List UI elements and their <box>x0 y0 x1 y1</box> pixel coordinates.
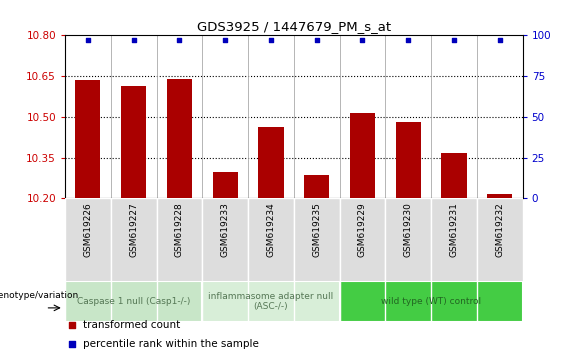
Bar <box>304 175 329 198</box>
Bar <box>75 80 101 198</box>
Point <box>312 38 321 43</box>
Bar <box>487 194 512 198</box>
Text: transformed count: transformed count <box>83 320 181 330</box>
Bar <box>340 281 523 322</box>
Bar <box>65 281 202 322</box>
Text: GSM619229: GSM619229 <box>358 202 367 257</box>
Text: GSM619232: GSM619232 <box>496 202 504 257</box>
Bar <box>111 198 157 283</box>
Text: GSM619230: GSM619230 <box>404 202 412 257</box>
Bar <box>202 281 340 322</box>
Text: wild type (WT) control: wild type (WT) control <box>381 297 481 306</box>
Bar <box>385 198 431 283</box>
Text: GSM619226: GSM619226 <box>84 202 92 257</box>
Bar <box>258 127 284 198</box>
Point <box>84 38 93 43</box>
Text: genotype/variation: genotype/variation <box>0 291 79 300</box>
Text: GSM619227: GSM619227 <box>129 202 138 257</box>
Bar <box>121 86 146 198</box>
Text: GSM619235: GSM619235 <box>312 202 321 257</box>
Point <box>351 66 360 72</box>
Point <box>267 38 276 43</box>
Text: percentile rank within the sample: percentile rank within the sample <box>83 339 259 349</box>
Bar <box>202 198 248 283</box>
Text: inflammasome adapter null
(ASC-/-): inflammasome adapter null (ASC-/-) <box>208 292 333 312</box>
Point <box>358 38 367 43</box>
Text: GSM619233: GSM619233 <box>221 202 229 257</box>
Bar <box>477 198 523 283</box>
Text: GSM619234: GSM619234 <box>267 202 275 257</box>
Text: GSM619228: GSM619228 <box>175 202 184 257</box>
Point <box>495 38 504 43</box>
Bar <box>350 113 375 198</box>
Text: GSM619231: GSM619231 <box>450 202 458 257</box>
Bar <box>441 153 467 198</box>
Bar <box>212 172 238 198</box>
Bar <box>248 198 294 283</box>
Point <box>403 38 412 43</box>
Bar <box>431 198 477 283</box>
Bar <box>396 122 421 198</box>
Point <box>351 243 360 249</box>
Bar <box>340 198 385 283</box>
Point <box>175 38 184 43</box>
Point <box>129 38 138 43</box>
Bar <box>65 198 111 283</box>
Text: Caspase 1 null (Casp1-/-): Caspase 1 null (Casp1-/-) <box>77 297 190 306</box>
Title: GDS3925 / 1447679_PM_s_at: GDS3925 / 1447679_PM_s_at <box>197 20 391 33</box>
Point <box>221 38 230 43</box>
Bar <box>157 198 202 283</box>
Bar <box>167 79 192 198</box>
Bar <box>294 198 340 283</box>
Point <box>450 38 459 43</box>
